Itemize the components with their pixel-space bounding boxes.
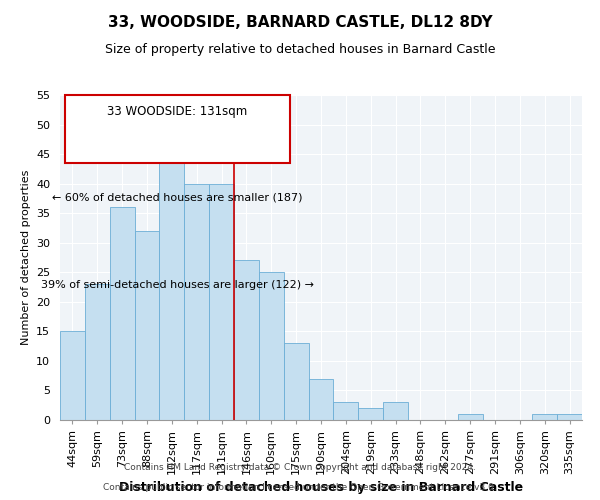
Text: 33, WOODSIDE, BARNARD CASTLE, DL12 8DY: 33, WOODSIDE, BARNARD CASTLE, DL12 8DY: [107, 15, 493, 30]
Bar: [85, 284, 110, 420]
Bar: [383, 402, 408, 420]
Text: 39% of semi-detached houses are larger (122) →: 39% of semi-detached houses are larger (…: [41, 280, 314, 290]
Bar: [160, 160, 184, 420]
Bar: [334, 402, 358, 420]
Bar: [284, 343, 308, 420]
Bar: [184, 184, 209, 420]
Bar: [458, 414, 482, 420]
Bar: [308, 378, 334, 420]
FancyBboxPatch shape: [65, 95, 290, 163]
Bar: [134, 231, 160, 420]
Bar: [234, 260, 259, 420]
X-axis label: Distribution of detached houses by size in Barnard Castle: Distribution of detached houses by size …: [119, 481, 523, 494]
Text: Size of property relative to detached houses in Barnard Castle: Size of property relative to detached ho…: [105, 42, 495, 56]
Bar: [532, 414, 557, 420]
Bar: [557, 414, 582, 420]
Bar: [259, 272, 284, 420]
Text: ← 60% of detached houses are smaller (187): ← 60% of detached houses are smaller (18…: [52, 192, 303, 202]
Text: 33 WOODSIDE: 131sqm: 33 WOODSIDE: 131sqm: [107, 105, 248, 118]
Text: Contains HM Land Registry data © Crown copyright and database right 2024.: Contains HM Land Registry data © Crown c…: [124, 464, 476, 472]
Bar: [60, 332, 85, 420]
Y-axis label: Number of detached properties: Number of detached properties: [20, 170, 31, 345]
Bar: [358, 408, 383, 420]
Text: Contains public sector information licensed under the Open Government Licence v3: Contains public sector information licen…: [103, 484, 497, 492]
Bar: [209, 184, 234, 420]
Bar: [110, 208, 134, 420]
